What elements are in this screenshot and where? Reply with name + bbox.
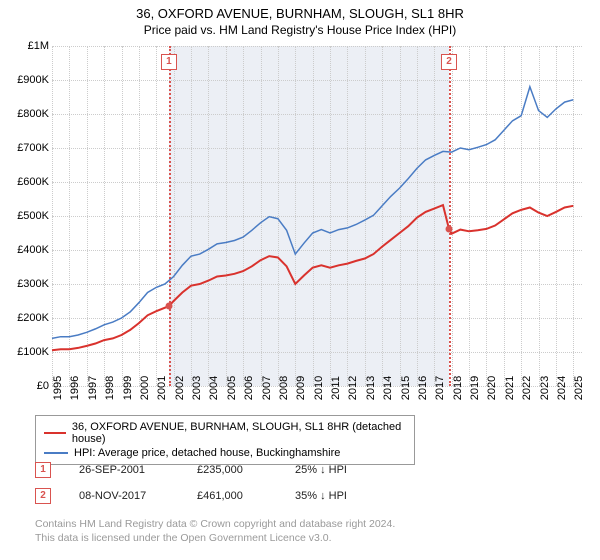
event-marker-badge: 1 <box>35 462 51 478</box>
legend-label: HPI: Average price, detached house, Buck… <box>74 447 340 459</box>
event-date: 08-NOV-2017 <box>79 490 189 502</box>
x-axis-label: 2023 <box>539 376 551 400</box>
y-axis-label: £900K <box>17 74 49 86</box>
y-axis-label: £800K <box>17 108 49 120</box>
series-line <box>52 87 573 339</box>
x-axis-label: 2000 <box>139 376 151 400</box>
x-axis-label: 2007 <box>261 376 273 400</box>
x-axis-label: 1996 <box>69 376 81 400</box>
x-axis-label: 2001 <box>156 376 168 400</box>
sale-event-row: 2 08-NOV-2017 £461,000 35% ↓ HPI <box>35 488 347 504</box>
x-axis-label: 2024 <box>556 376 568 400</box>
x-axis-label: 2004 <box>208 376 220 400</box>
event-delta: 25% ↓ HPI <box>295 464 347 476</box>
x-axis-label: 1998 <box>104 376 116 400</box>
legend-swatch <box>44 452 68 454</box>
x-axis-label: 2009 <box>295 376 307 400</box>
event-delta: 35% ↓ HPI <box>295 490 347 502</box>
x-axis-label: 2012 <box>347 376 359 400</box>
x-axis-label: 1997 <box>87 376 99 400</box>
chart-title: 36, OXFORD AVENUE, BURNHAM, SLOUGH, SL1 … <box>0 0 600 21</box>
y-axis-label: £600K <box>17 176 49 188</box>
event-marker-badge: 2 <box>35 488 51 504</box>
y-axis-label: £300K <box>17 278 49 290</box>
legend-item-hpi: HPI: Average price, detached house, Buck… <box>44 446 406 460</box>
legend-swatch <box>44 432 66 434</box>
event-date: 26-SEP-2001 <box>79 464 189 476</box>
event-price: £461,000 <box>197 490 287 502</box>
credits-line: Contains HM Land Registry data © Crown c… <box>35 518 395 532</box>
y-axis-label: £1M <box>28 40 49 52</box>
x-axis-label: 2021 <box>504 376 516 400</box>
y-axis-label: £200K <box>17 312 49 324</box>
x-axis-label: 2022 <box>521 376 533 400</box>
x-axis-label: 2020 <box>486 376 498 400</box>
x-axis-label: 2025 <box>573 376 585 400</box>
x-axis-label: 2014 <box>382 376 394 400</box>
chart-plot-area: 12 £0£100K£200K£300K£400K£500K£600K£700K… <box>52 46 582 386</box>
x-axis-label: 2005 <box>226 376 238 400</box>
credits-text: Contains HM Land Registry data © Crown c… <box>35 518 395 545</box>
x-axis-label: 2008 <box>278 376 290 400</box>
chart-lines-svg <box>52 46 582 386</box>
x-axis-label: 2002 <box>174 376 186 400</box>
x-axis-label: 2003 <box>191 376 203 400</box>
x-axis-label: 2015 <box>400 376 412 400</box>
credits-line: This data is licensed under the Open Gov… <box>35 532 395 546</box>
sale-marker-dot <box>446 226 453 233</box>
x-axis-label: 1999 <box>122 376 134 400</box>
x-axis-label: 2018 <box>452 376 464 400</box>
y-axis-label: £0 <box>37 380 49 392</box>
legend-label: 36, OXFORD AVENUE, BURNHAM, SLOUGH, SL1 … <box>72 421 406 445</box>
x-axis-label: 2019 <box>469 376 481 400</box>
x-axis-label: 1995 <box>52 376 64 400</box>
sale-event-row: 1 26-SEP-2001 £235,000 25% ↓ HPI <box>35 462 347 478</box>
chart-subtitle: Price paid vs. HM Land Registry's House … <box>0 21 600 37</box>
legend-item-subject: 36, OXFORD AVENUE, BURNHAM, SLOUGH, SL1 … <box>44 420 406 446</box>
y-axis-label: £400K <box>17 244 49 256</box>
y-axis-label: £700K <box>17 142 49 154</box>
x-axis-label: 2016 <box>417 376 429 400</box>
chart-legend: 36, OXFORD AVENUE, BURNHAM, SLOUGH, SL1 … <box>35 415 415 465</box>
event-price: £235,000 <box>197 464 287 476</box>
x-axis-label: 2006 <box>243 376 255 400</box>
y-axis-label: £100K <box>17 346 49 358</box>
y-axis-label: £500K <box>17 210 49 222</box>
x-axis-label: 2017 <box>434 376 446 400</box>
x-axis-label: 2013 <box>365 376 377 400</box>
x-axis-label: 2011 <box>330 376 342 400</box>
x-axis-label: 2010 <box>313 376 325 400</box>
series-line <box>52 205 573 350</box>
sale-marker-dot <box>165 303 172 310</box>
